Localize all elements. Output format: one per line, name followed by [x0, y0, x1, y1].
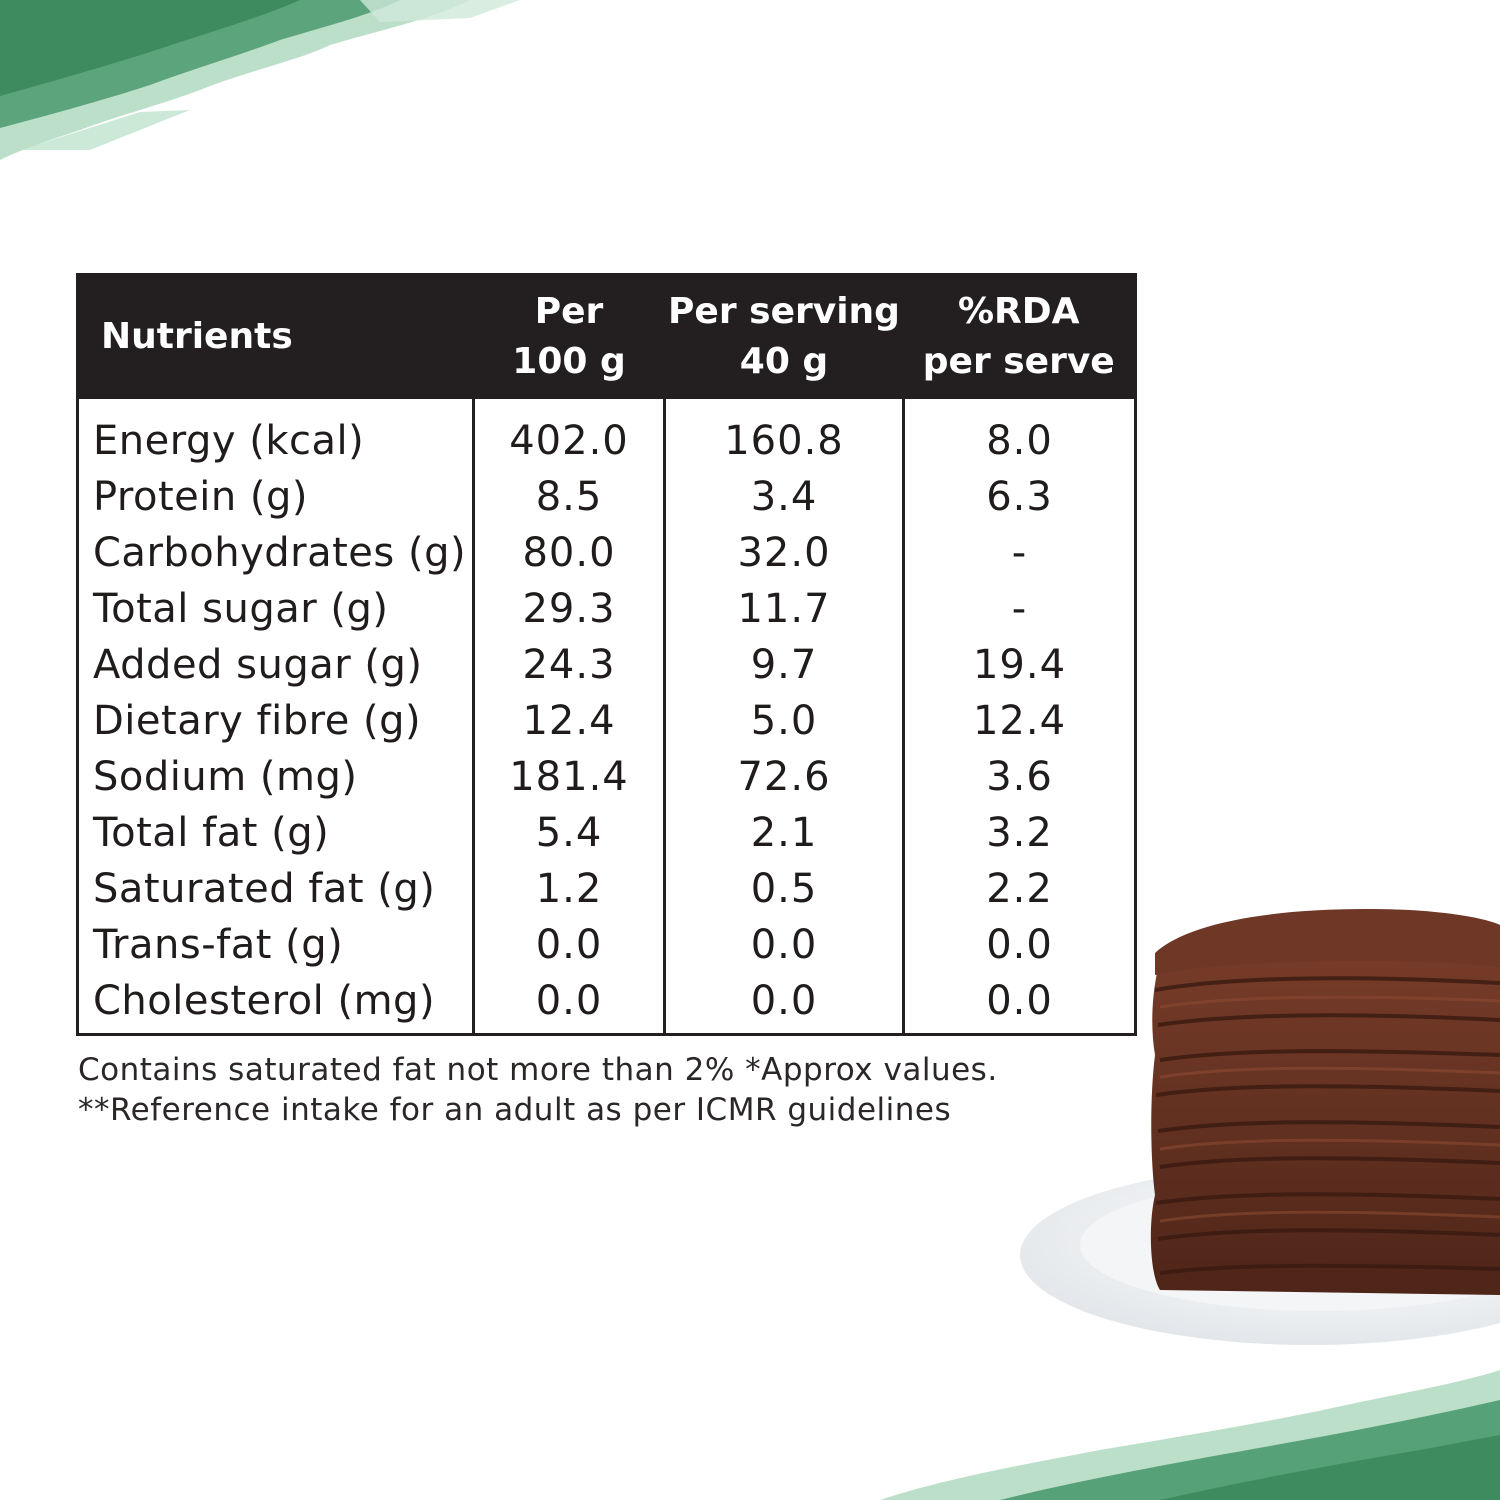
header-per-100g: Per 100 g — [474, 275, 665, 399]
per-100g-cell: 12.4 — [472, 692, 665, 749]
nutrient-name-cell: Dietary fibre (g) — [93, 697, 422, 744]
per-100g-cell: 8.5 — [472, 468, 665, 525]
header-per-serving: Per serving 40 g — [665, 275, 904, 399]
rda-cell: 6.3 — [902, 468, 1136, 525]
bottom-brush-stroke-icon — [880, 1370, 1500, 1500]
table-row: Total fat (g) 5.4 2.1 3.2 — [78, 804, 1136, 861]
table-row: Protein (g) 8.5 3.4 6.3 — [78, 468, 1136, 525]
rda-cell: - — [902, 580, 1136, 637]
table-row: Saturated fat (g) 1.2 0.5 2.2 — [78, 860, 1136, 917]
nutrient-name-cell: Added sugar (g) — [93, 641, 423, 688]
per-serving-cell: 11.7 — [663, 580, 904, 637]
top-brush-stroke-icon — [0, 0, 520, 160]
header-per-serving-line2: 40 g — [739, 341, 829, 383]
per-100g-cell: 181.4 — [472, 748, 665, 805]
rda-cell: 0.0 — [902, 916, 1136, 973]
header-per-serving-line1: Per serving — [668, 291, 900, 333]
per-100g-cell: 24.3 — [472, 636, 665, 693]
header-per-100g-line2: 100 g — [512, 341, 626, 383]
table-row: Sodium (mg) 181.4 72.6 3.6 — [78, 748, 1136, 805]
table-header-row: Nutrients Per 100 g Per serving 40 g %RD… — [77, 274, 1136, 399]
footnote-line-2: **Reference intake for an adult as per I… — [78, 1092, 952, 1128]
nutrient-name-cell: Sodium (mg) — [93, 753, 358, 800]
header-nutrients: Nutrients — [101, 316, 293, 358]
rda-cell: 0.0 — [902, 972, 1136, 1034]
rda-cell: 8.0 — [902, 398, 1136, 469]
nutrient-name-cell: Cholesterol (mg) — [93, 977, 436, 1024]
header-rda-line1: %RDA — [957, 291, 1080, 333]
per-100g-cell: 5.4 — [472, 804, 665, 861]
nutrient-name-cell: Total sugar (g) — [93, 585, 389, 632]
per-serving-cell: 32.0 — [663, 524, 904, 581]
nutrient-name-cell: Trans-fat (g) — [93, 921, 344, 968]
footnotes: Contains saturated fat not more than 2% … — [78, 1050, 1118, 1130]
nutrient-name-cell: Energy (kcal) — [93, 417, 365, 464]
per-serving-cell: 5.0 — [663, 692, 904, 749]
header-per-100g-line1: Per — [534, 291, 604, 333]
table-row: Energy (kcal) 402.0 160.8 8.0 — [78, 398, 1136, 469]
per-serving-cell: 0.5 — [663, 860, 904, 917]
rda-cell: 3.2 — [902, 804, 1136, 861]
per-100g-cell: 80.0 — [472, 524, 665, 581]
nutrition-table-container: Nutrients Per 100 g Per serving 40 g %RD… — [76, 273, 1137, 1036]
nutrient-name-cell: Total fat (g) — [93, 809, 330, 856]
per-serving-cell: 0.0 — [663, 972, 904, 1034]
per-serving-cell: 9.7 — [663, 636, 904, 693]
rda-cell: 19.4 — [902, 636, 1136, 693]
nutrient-name-cell: Carbohydrates (g) — [93, 529, 467, 576]
per-serving-cell: 0.0 — [663, 916, 904, 973]
header-rda-line2: per serve — [922, 341, 1115, 383]
table-row: Trans-fat (g) 0.0 0.0 0.0 — [78, 916, 1136, 973]
per-100g-cell: 402.0 — [472, 398, 665, 469]
nutrition-table-body: Energy (kcal) 402.0 160.8 8.0 Protein (g) 8.5… — [78, 398, 1136, 1034]
per-100g-cell: 0.0 — [472, 916, 665, 973]
table-row: Dietary fibre (g) 12.4 5.0 12.4 — [78, 692, 1136, 749]
per-100g-cell: 0.0 — [472, 972, 665, 1034]
header-rda: %RDA per serve — [904, 275, 1136, 399]
table-row: Cholesterol (mg) 0.0 0.0 0.0 — [78, 972, 1136, 1034]
nutrition-table: Nutrients Per 100 g Per serving 40 g %RD… — [76, 273, 1137, 1036]
table-row: Added sugar (g) 24.3 9.7 19.4 — [78, 636, 1136, 693]
nutrient-name-cell: Saturated fat (g) — [93, 865, 436, 912]
rda-cell: 2.2 — [902, 860, 1136, 917]
nutrient-name-cell: Protein (g) — [93, 473, 309, 520]
per-serving-cell: 3.4 — [663, 468, 904, 525]
per-serving-cell: 160.8 — [663, 398, 904, 469]
rda-cell: 3.6 — [902, 748, 1136, 805]
per-100g-cell: 1.2 — [472, 860, 665, 917]
per-100g-cell: 29.3 — [472, 580, 665, 637]
rda-cell: 12.4 — [902, 692, 1136, 749]
table-row: Total sugar (g) 29.3 11.7- — [78, 580, 1136, 637]
rda-cell: - — [902, 524, 1136, 581]
per-serving-cell: 2.1 — [663, 804, 904, 861]
per-serving-cell: 72.6 — [663, 748, 904, 805]
footnote-line-1: Contains saturated fat not more than 2% … — [78, 1052, 998, 1088]
table-row: Carbohydrates (g) 80.0 32.0- — [78, 524, 1136, 581]
